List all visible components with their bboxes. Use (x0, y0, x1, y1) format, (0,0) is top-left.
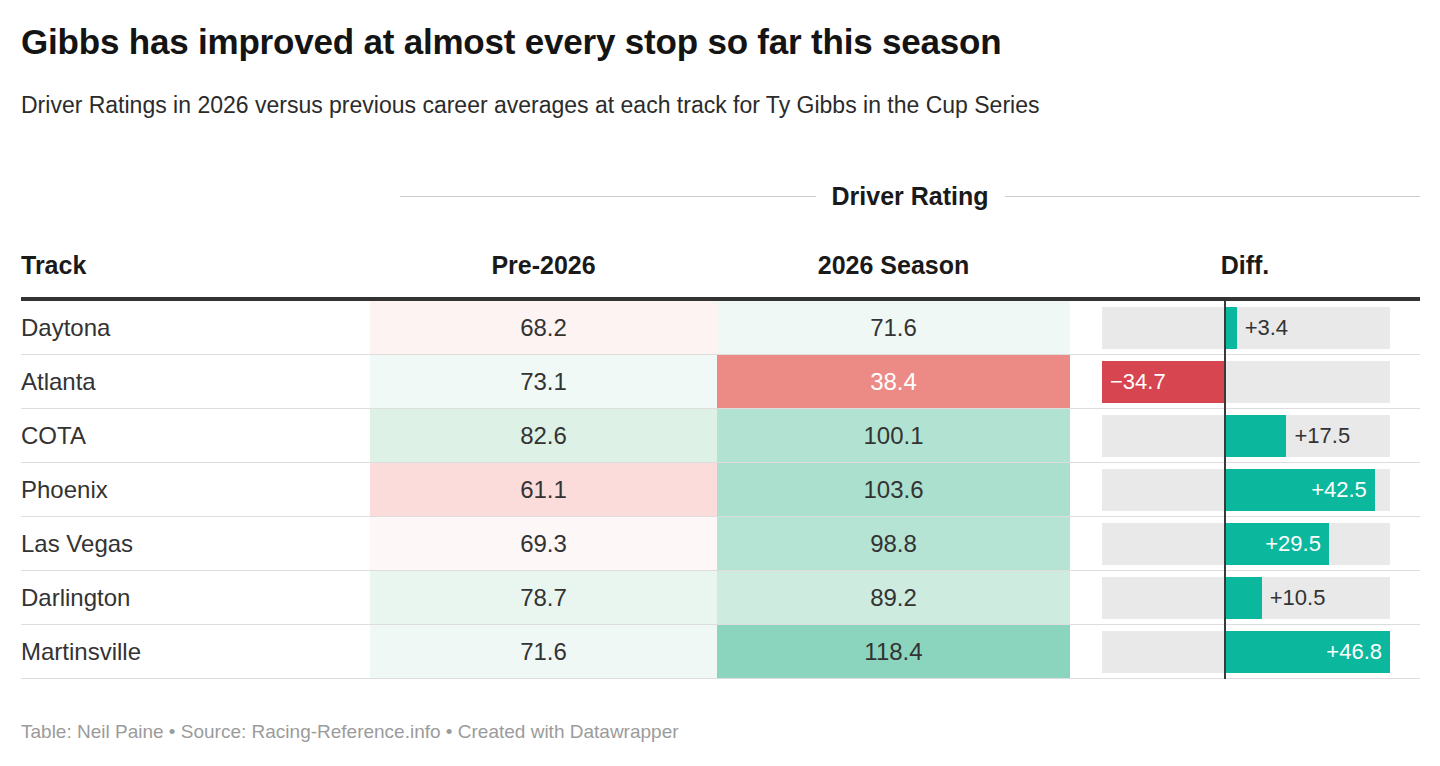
span-header-label: Driver Rating (832, 182, 989, 211)
diff-value-label: +46.8 (1326, 631, 1382, 673)
diff-cell: −34.7 (1070, 355, 1420, 408)
chart-subtitle: Driver Ratings in 2026 versus previous c… (21, 92, 1419, 119)
season-2026-value: 38.4 (717, 355, 1070, 408)
diff-bar-positive (1225, 577, 1262, 619)
track-name: Atlanta (21, 355, 370, 408)
column-header-row: Track Pre-2026 2026 Season Diff. (21, 246, 1420, 284)
track-name: Martinsville (21, 625, 370, 678)
col-header-diff: Diff. (1070, 246, 1420, 284)
pre-2026-value: 68.2 (370, 301, 717, 354)
pre-2026-value: 61.1 (370, 463, 717, 516)
diff-bar-track: +3.4 (1102, 307, 1390, 349)
pre-2026-value: 82.6 (370, 409, 717, 462)
table-row: Martinsville71.6118.4 +46.8 (21, 625, 1420, 679)
diff-cell: +29.5 (1070, 517, 1420, 570)
col-header-pre-2026: Pre-2026 (370, 246, 717, 284)
diff-cell: +42.5 (1070, 463, 1420, 516)
footer-credit: Table: Neil Paine • Source: Racing-Refer… (21, 721, 1419, 743)
table-row: Phoenix61.1103.6 +42.5 (21, 463, 1420, 517)
diff-bar-positive (1225, 307, 1237, 349)
table-row: Atlanta73.138.4 −34.7 (21, 355, 1420, 409)
diff-bar-track: +29.5 (1102, 523, 1390, 565)
diff-bar-track: +10.5 (1102, 577, 1390, 619)
col-header-2026-season: 2026 Season (717, 246, 1070, 284)
track-name: Las Vegas (21, 517, 370, 570)
span-header-driver-rating: Driver Rating (400, 180, 1420, 212)
table-body: Daytona68.271.6+3.4Atlanta73.138.4−34.7C… (21, 301, 1420, 679)
diff-bar-positive (1225, 415, 1287, 457)
track-name: Darlington (21, 571, 370, 624)
diff-bar-track: −34.7 (1102, 361, 1390, 403)
table-row: Darlington78.789.2 +10.5 (21, 571, 1420, 625)
diff-cell: +46.8 (1070, 625, 1420, 678)
table-row: COTA82.6100.1 +17.5 (21, 409, 1420, 463)
diff-cell: +3.4 (1070, 301, 1420, 354)
diff-cell: +10.5 (1070, 571, 1420, 624)
diff-value-label: +29.5 (1265, 523, 1321, 565)
chart-container: Gibbs has improved at almost every stop … (21, 0, 1420, 766)
diff-value-label: +42.5 (1311, 469, 1367, 511)
track-name: Daytona (21, 301, 370, 354)
diff-bar-track: +46.8 (1102, 631, 1390, 673)
season-2026-value: 71.6 (717, 301, 1070, 354)
table-row: Daytona68.271.6 +3.4 (21, 301, 1420, 355)
diff-value-label: +17.5 (1294, 415, 1350, 457)
pre-2026-value: 73.1 (370, 355, 717, 408)
pre-2026-value: 69.3 (370, 517, 717, 570)
diff-value-label: +3.4 (1245, 307, 1288, 349)
season-2026-value: 103.6 (717, 463, 1070, 516)
table-row: Las Vegas69.398.8 +29.5 (21, 517, 1420, 571)
span-header-right-rule (1005, 196, 1421, 197)
diff-bar-track: +17.5 (1102, 415, 1390, 457)
col-header-track: Track (21, 246, 370, 284)
season-2026-value: 98.8 (717, 517, 1070, 570)
diff-value-label: +10.5 (1270, 577, 1326, 619)
diff-bar-track: +42.5 (1102, 469, 1390, 511)
track-name: Phoenix (21, 463, 370, 516)
pre-2026-value: 71.6 (370, 625, 717, 678)
diff-cell: +17.5 (1070, 409, 1420, 462)
season-2026-value: 118.4 (717, 625, 1070, 678)
chart-title: Gibbs has improved at almost every stop … (21, 22, 1419, 62)
diff-value-label: −34.7 (1110, 361, 1166, 403)
span-header-left-rule (400, 196, 816, 197)
season-2026-value: 89.2 (717, 571, 1070, 624)
pre-2026-value: 78.7 (370, 571, 717, 624)
season-2026-value: 100.1 (717, 409, 1070, 462)
diff-zero-baseline (1224, 301, 1226, 679)
track-name: COTA (21, 409, 370, 462)
